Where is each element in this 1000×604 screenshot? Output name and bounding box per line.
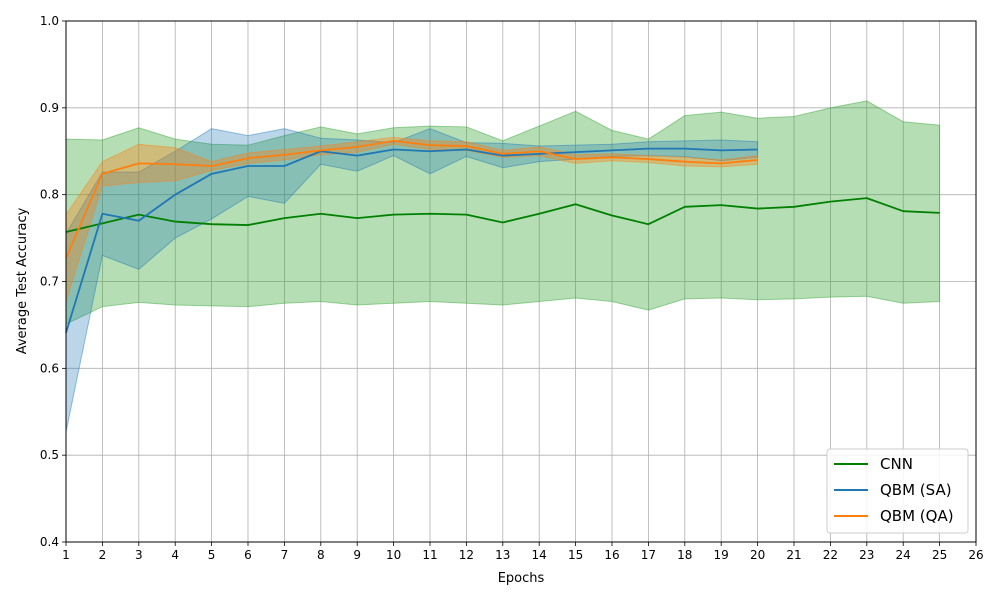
x-tick-label: 9 bbox=[353, 548, 361, 562]
x-tick-label: 13 bbox=[495, 548, 510, 562]
x-tick-label: 3 bbox=[135, 548, 143, 562]
x-tick-label: 15 bbox=[568, 548, 583, 562]
qbm-sa-std-band bbox=[65, 128, 759, 432]
qbm-qa-std-band bbox=[65, 136, 759, 302]
qbm-qa-legend-label: QBM (QA) bbox=[880, 507, 954, 525]
cnn-std-band bbox=[65, 100, 941, 325]
cnn-line bbox=[65, 197, 940, 233]
legend-box bbox=[826, 448, 969, 534]
y-tick-label: 0.9 bbox=[40, 101, 59, 115]
x-tick-label: 4 bbox=[171, 548, 179, 562]
series-lines bbox=[65, 139, 940, 333]
x-axis-ticks: 1 2 3 4 5 6 7 8 9 10 11 12 13 14 15 16 17 18 19 20 21 22 23 24 2… bbox=[62, 542, 984, 562]
x-tick-label: 26 bbox=[968, 548, 983, 562]
x-tick-label: 8 bbox=[317, 548, 325, 562]
qbm-qa-line bbox=[65, 139, 758, 259]
grid bbox=[65, 20, 977, 543]
x-tick-label: 11 bbox=[422, 548, 437, 562]
y-tick-label: 0.6 bbox=[40, 361, 59, 375]
x-tick-label: 14 bbox=[532, 548, 547, 562]
confidence-bands bbox=[65, 100, 941, 432]
x-tick-label: 6 bbox=[244, 548, 252, 562]
y-tick-label: 0.8 bbox=[40, 188, 59, 202]
x-tick-label: 20 bbox=[750, 548, 765, 562]
x-tick-label: 25 bbox=[932, 548, 947, 562]
y-tick-label: 0.5 bbox=[40, 448, 59, 462]
x-tick-label: 7 bbox=[281, 548, 289, 562]
x-tick-label: 22 bbox=[823, 548, 838, 562]
x-tick-label: 24 bbox=[896, 548, 911, 562]
y-axis-ticks: 0.4 0.5 0.6 0.7 0.8 0.9 1.0 bbox=[40, 14, 66, 549]
x-tick-label: 17 bbox=[641, 548, 656, 562]
x-tick-label: 19 bbox=[714, 548, 729, 562]
x-tick-label: 16 bbox=[604, 548, 619, 562]
x-tick-label: 2 bbox=[99, 548, 107, 562]
qbm-sa-legend-label: QBM (SA) bbox=[880, 481, 952, 499]
legend: CNN QBM (SA) QBM (QA) bbox=[826, 448, 969, 534]
y-tick-label: 1.0 bbox=[40, 14, 59, 28]
x-tick-label: 21 bbox=[786, 548, 801, 562]
y-tick-label: 0.4 bbox=[40, 535, 59, 549]
x-tick-label: 5 bbox=[208, 548, 216, 562]
x-tick-label: 1 bbox=[62, 548, 70, 562]
y-axis-title: Average Test Accuracy bbox=[15, 207, 30, 354]
qbm-sa-line bbox=[65, 147, 758, 333]
x-tick-label: 10 bbox=[386, 548, 401, 562]
cnn-legend-label: CNN bbox=[880, 455, 913, 473]
y-tick-label: 0.7 bbox=[40, 275, 59, 289]
x-tick-label: 12 bbox=[459, 548, 474, 562]
x-tick-label: 18 bbox=[677, 548, 692, 562]
x-axis-title: Epochs bbox=[498, 571, 545, 586]
x-tick-label: 23 bbox=[859, 548, 874, 562]
